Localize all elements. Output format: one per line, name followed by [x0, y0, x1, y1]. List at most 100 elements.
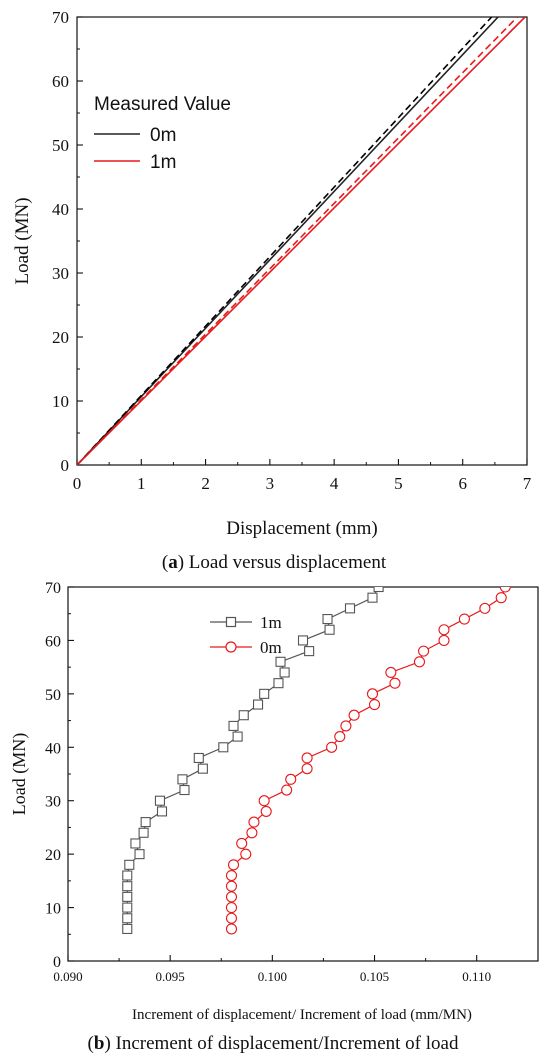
- chart-a-ytick-label: 70: [52, 8, 69, 27]
- chart-b-point-0m: [368, 698, 381, 711]
- chart-a-xtick-label: 7: [523, 474, 532, 493]
- chart-b-caption: (b) Increment of displacement/Increment …: [88, 1033, 459, 1054]
- chart-b-point-1m: [367, 592, 378, 603]
- chart-b-point-0m: [225, 869, 238, 882]
- chart-b-point-1m: [124, 859, 135, 870]
- chart-a-ytick-label: 60: [52, 72, 69, 91]
- chart-b-point-1m: [259, 688, 270, 699]
- chart-a-series-fit-3-dashed: [77, 17, 518, 465]
- chart-b-point-1m: [134, 849, 145, 860]
- chart-b-point-0m: [227, 859, 240, 871]
- chart-b-point-0m: [301, 763, 313, 775]
- chart-b-point-0m: [438, 624, 450, 636]
- chart-b-point-1m: [177, 774, 188, 785]
- chart-b-point-0m: [281, 784, 293, 796]
- chart-b-point-1m: [122, 913, 133, 924]
- chart-b-point-1m: [122, 902, 133, 913]
- chart-b-xtick-label: 0.090: [53, 969, 82, 984]
- chart-b-point-1m: [218, 742, 229, 753]
- legend-label-0m-b: 0m: [260, 638, 282, 657]
- legend-marker-square: [225, 616, 237, 628]
- legend-label-1m-b: 1m: [260, 613, 282, 632]
- chart-b-y-axis-label: Load (MN): [9, 733, 30, 815]
- chart-b-point-1m: [122, 923, 133, 934]
- chart-a-series: [77, 17, 526, 465]
- chart-b-point-0m: [340, 720, 352, 732]
- chart-b-ytick-label: 10: [45, 901, 61, 918]
- chart-b-point-0m: [225, 891, 238, 903]
- chart-b-point-0m: [248, 816, 260, 828]
- chart-b-series-0m: [225, 587, 511, 935]
- chart-b: 0.090 0.095 0.100 0.105 0.110 0 10 20 30 40 50 60 70…: [9, 572, 539, 1054]
- chart-b-point-1m: [273, 678, 284, 689]
- chart-b-point-0m: [326, 741, 338, 753]
- chart-a-xtick-label: 4: [330, 474, 339, 493]
- chart-b-point-1m: [279, 667, 290, 678]
- chart-b-x-axis-label: Increment of displacement/ Increment of …: [132, 1007, 472, 1023]
- chart-b-point-1m: [179, 784, 190, 796]
- chart-b-point-0m: [236, 837, 248, 850]
- chart-b-point-0m: [366, 688, 379, 700]
- chart-b-series: [122, 572, 511, 935]
- chart-b-point-1m: [232, 731, 243, 742]
- chart-b-point-0m: [225, 902, 238, 914]
- chart-b-line-1m: [126, 587, 380, 929]
- chart-a-caption: (a) Load versus displacement: [162, 552, 387, 573]
- chart-b-point-1m: [322, 614, 333, 625]
- chart-b-point-0m: [225, 880, 238, 892]
- chart-b-point-1m: [380, 572, 389, 581]
- chart-a-series-1m: [77, 17, 526, 465]
- chart-b-point-1m: [304, 646, 315, 657]
- chart-a-xtick-label: 5: [394, 474, 403, 493]
- chart-a-xtick-label: 3: [266, 474, 275, 493]
- chart-a-xtick-label: 2: [201, 474, 210, 493]
- chart-b-point-1m: [252, 699, 264, 710]
- chart-b-point-1m: [275, 656, 286, 667]
- chart-a-ytick-label: 0: [61, 456, 70, 475]
- chart-b-point-0m: [418, 645, 430, 657]
- chart-a-xtick-label: 1: [137, 474, 146, 493]
- chart-b-point-1m: [140, 817, 151, 828]
- chart-b-point-0m: [285, 773, 297, 785]
- chart-b-point-0m: [495, 592, 507, 604]
- chart-b-ticks: 0.090 0.095 0.100 0.105 0.110 0 10 20 30 40 50 60 70: [45, 580, 491, 984]
- chart-b-point-1m: [122, 881, 133, 892]
- chart-a-ytick-label: 20: [52, 328, 69, 347]
- chart-b-point-0m: [246, 827, 258, 839]
- chart-b-point-1m: [297, 635, 309, 646]
- legend-marker-circle: [225, 641, 237, 653]
- chart-b-legend: 1m 0m: [210, 613, 282, 657]
- chart-b-point-1m: [138, 827, 149, 838]
- chart-b-point-1m: [344, 603, 356, 614]
- chart-b-point-0m: [301, 752, 313, 764]
- chart-b-ytick-label: 30: [45, 794, 61, 811]
- chart-a-xtick-label: 0: [73, 474, 82, 493]
- chart-a-series-fit-1-dashed: [77, 17, 493, 465]
- chart-b-point-0m: [499, 587, 511, 593]
- chart-b-point-0m: [458, 613, 470, 625]
- chart-b-xtick-label: 0.095: [156, 969, 185, 984]
- chart-b-xtick-label: 0.100: [258, 969, 287, 984]
- chart-a-ytick-label: 10: [52, 392, 69, 411]
- chart-b-point-0m: [413, 656, 426, 668]
- chart-b-point-0m: [389, 677, 401, 689]
- chart-b-xtick-label: 0.110: [462, 969, 491, 984]
- chart-a-ytick-label: 30: [52, 264, 69, 283]
- chart-b-point-0m: [385, 666, 397, 679]
- chart-a-x-axis-label: Displacement (mm): [226, 518, 377, 539]
- chart-b-ytick-label: 40: [45, 740, 61, 757]
- chart-b-ytick-label: 0: [53, 954, 61, 971]
- chart-b-point-0m: [240, 848, 252, 860]
- chart-b-point-0m: [225, 912, 238, 924]
- chart-a-xtick-label: 6: [458, 474, 467, 493]
- legend-title: Measured Value: [94, 94, 231, 115]
- chart-b-point-0m: [479, 602, 491, 614]
- chart-b-point-1m: [154, 795, 166, 806]
- chart-b-ytick-label: 60: [45, 633, 61, 650]
- chart-a-ytick-label: 40: [52, 200, 69, 219]
- chart-b-point-1m: [122, 870, 133, 881]
- chart-b-point-1m: [193, 752, 204, 764]
